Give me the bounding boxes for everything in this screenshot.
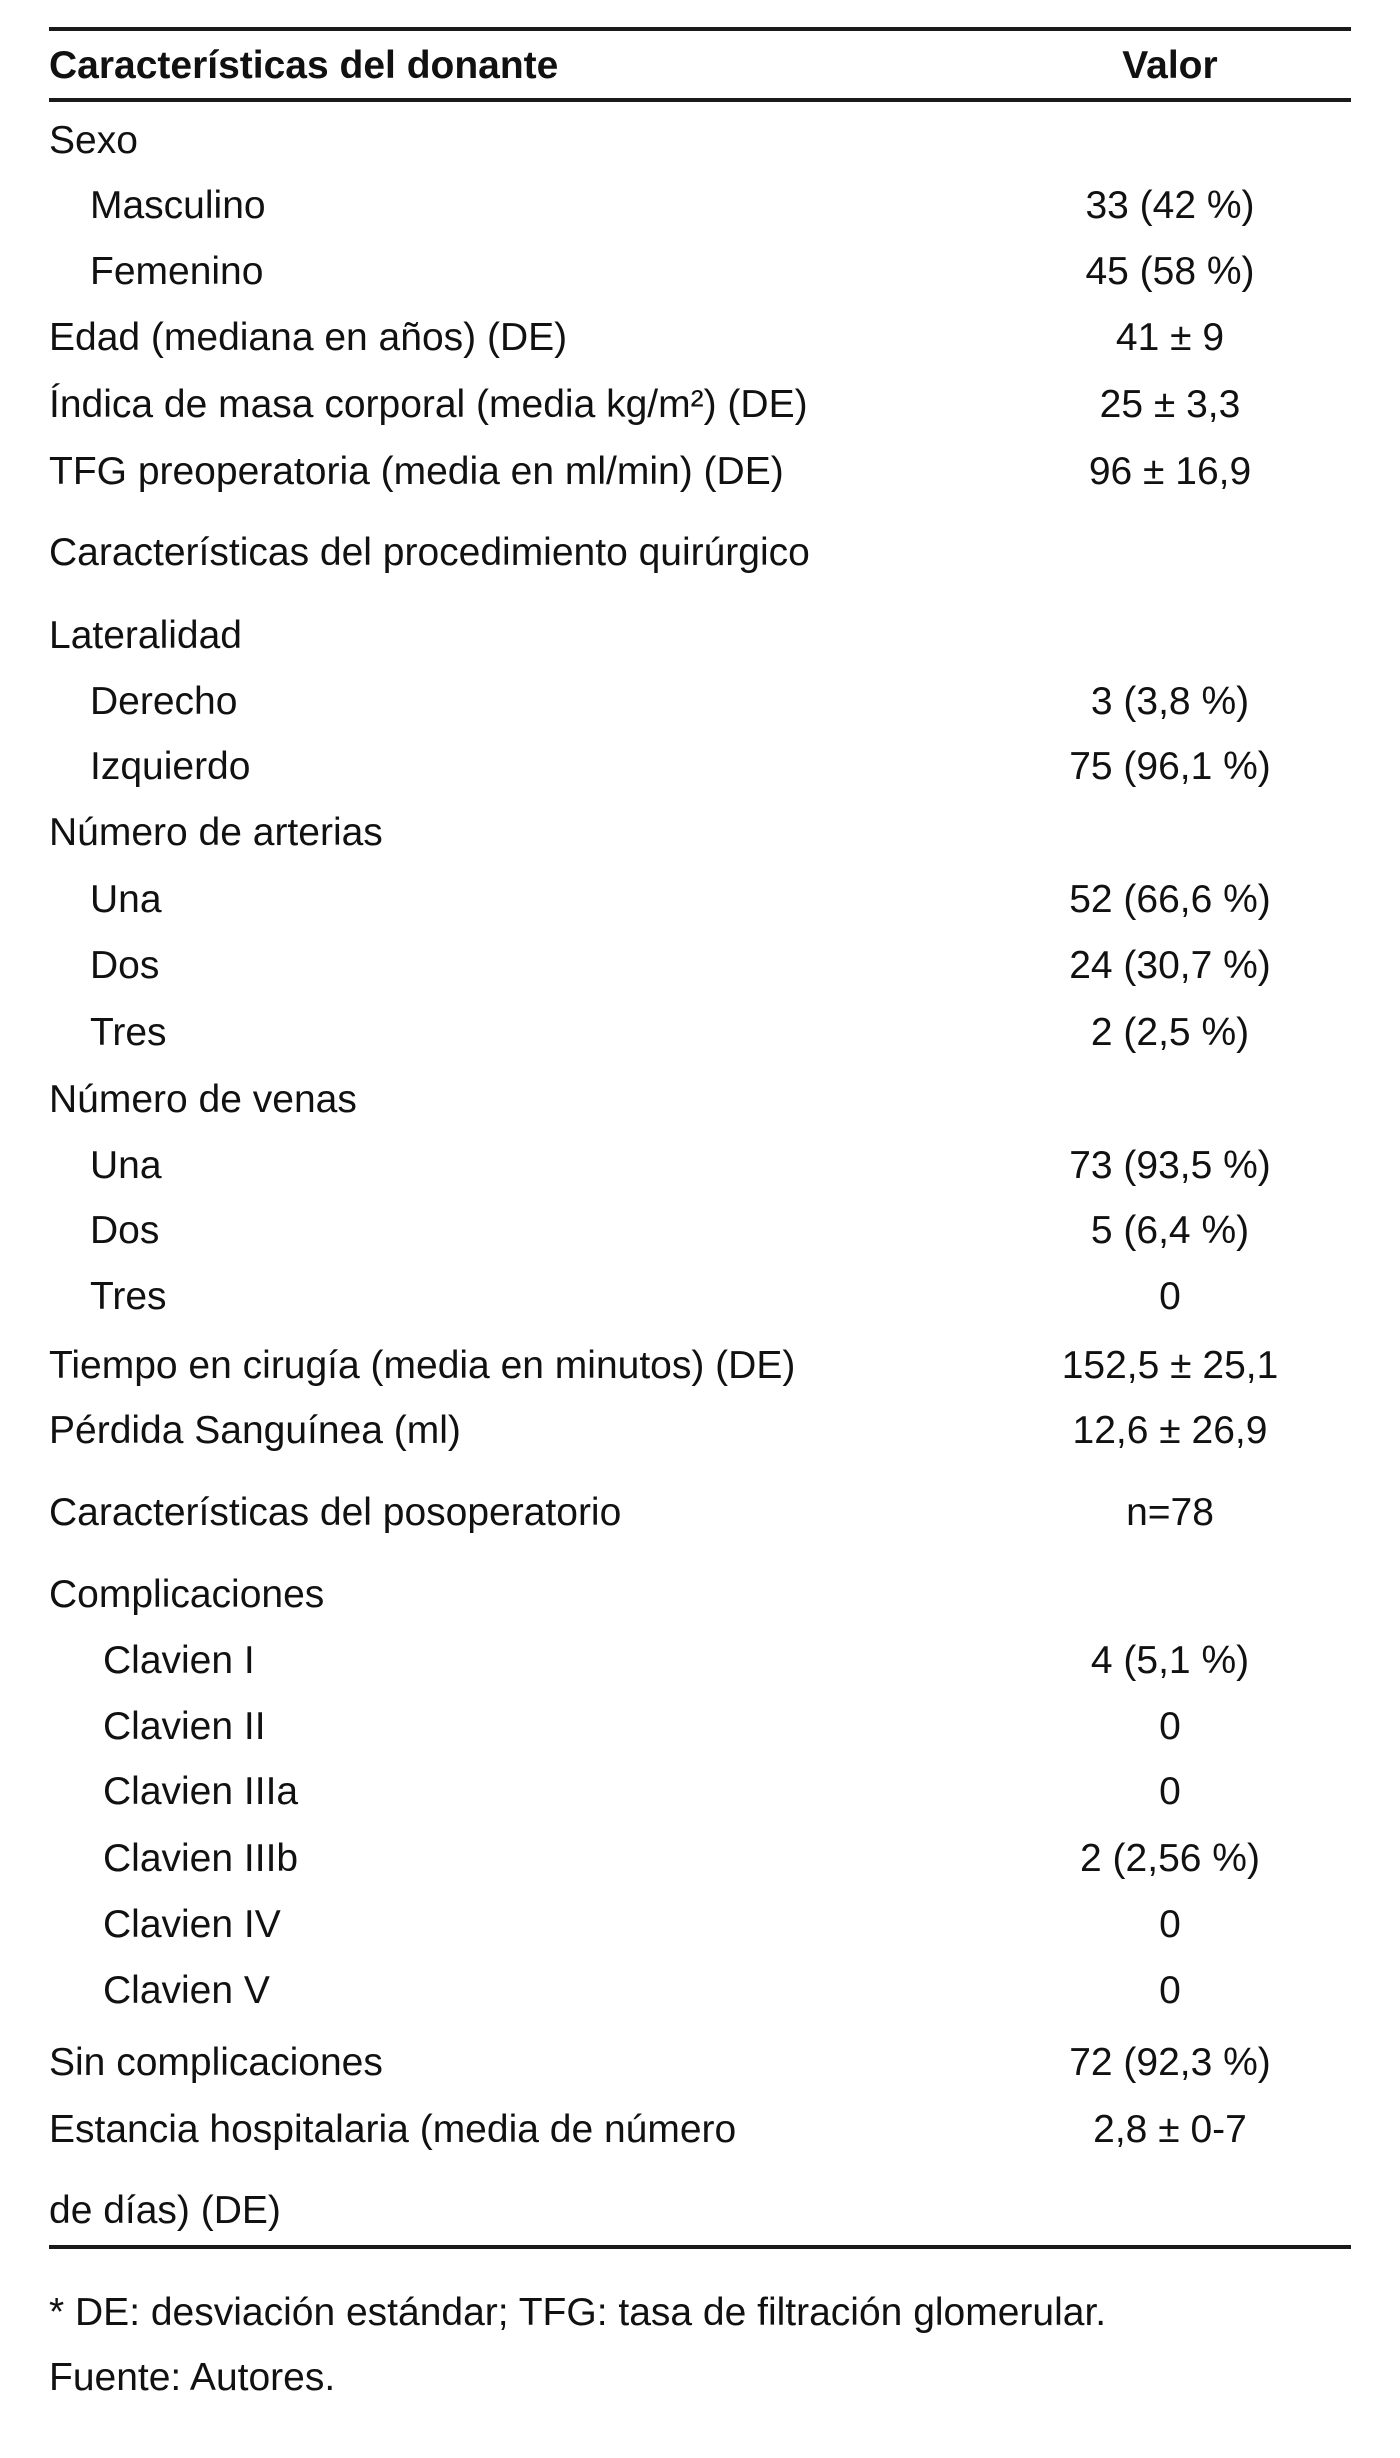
row-value: 41 ± 9: [1115, 316, 1225, 359]
row-value: 96 ± 16,9: [1088, 450, 1252, 493]
row-label: Clavien I: [103, 1639, 255, 1682]
row-label-continuation: de días) (DE): [49, 2189, 281, 2232]
row-label: Dos: [90, 1209, 160, 1252]
row-label: Lateralidad: [49, 614, 242, 657]
row-label: Tres: [90, 1011, 167, 1054]
row-label: Dos: [90, 944, 160, 987]
row-value: 0: [1159, 1705, 1181, 1748]
row-label: Clavien II: [103, 1705, 266, 1748]
row-value: n=78: [1126, 1491, 1214, 1534]
row-label: Una: [90, 878, 162, 921]
row-value: 12,6 ± 26,9: [1072, 1409, 1268, 1452]
row-label: Número de venas: [49, 1078, 357, 1121]
row-value: 4 (5,1 %): [1090, 1639, 1250, 1682]
row-value: 0: [1159, 1903, 1181, 1946]
row-value: 2 (2,56 %): [1080, 1837, 1260, 1880]
row-value: 33 (42 %): [1085, 184, 1255, 227]
row-value: 75 (96,1 %): [1069, 745, 1271, 788]
row-label: Clavien IIIb: [103, 1837, 299, 1880]
row-label: Pérdida Sanguínea (ml): [49, 1409, 461, 1452]
row-label: Tres: [90, 1275, 167, 1318]
source-note: Fuente: Autores.: [49, 2356, 336, 2399]
row-value: 152,5 ± 25,1: [1061, 1344, 1279, 1387]
row-label: Femenino: [90, 250, 264, 293]
row-label: Izquierdo: [90, 745, 251, 788]
row-label: Índica de masa corporal (media kg/m²) (D…: [49, 383, 808, 426]
row-label: TFG preoperatoria (media en ml/min) (DE): [49, 450, 784, 493]
row-value: 45 (58 %): [1085, 250, 1255, 293]
row-label: Sin complicaciones: [49, 2041, 383, 2084]
row-label: Características del posoperatorio: [49, 1491, 622, 1534]
row-label: Derecho: [90, 680, 238, 723]
row-label: Tiempo en cirugía (media en minutos) (DE…: [49, 1344, 796, 1387]
row-label: Edad (mediana en años) (DE): [49, 316, 568, 359]
row-value: 72 (92,3 %): [1069, 2041, 1271, 2084]
row-value: 73 (93,5 %): [1069, 1144, 1271, 1187]
row-label: Sexo: [49, 119, 138, 162]
row-value: 2,8 ± 0-7: [1093, 2108, 1247, 2151]
row-label: Estancia hospitalaria (media de número: [49, 2108, 737, 2151]
row-label: Masculino: [90, 184, 266, 227]
column-header-value: Valor: [1122, 44, 1218, 87]
row-value: 3 (3,8 %): [1090, 680, 1250, 723]
row-value: 25 ± 3,3: [1099, 383, 1241, 426]
row-value: 0: [1159, 1969, 1181, 2012]
row-value: 0: [1159, 1275, 1181, 1318]
row-label: Complicaciones: [49, 1573, 325, 1616]
row-label: Una: [90, 1144, 162, 1187]
row-label: Número de arterias: [49, 811, 383, 854]
row-value: 24 (30,7 %): [1069, 944, 1271, 987]
row-value: 0: [1159, 1770, 1181, 1813]
row-value: 2 (2,5 %): [1090, 1011, 1250, 1054]
row-label: Clavien V: [103, 1969, 270, 2012]
table-top-rule: [49, 27, 1351, 31]
row-label: Clavien IV: [103, 1903, 281, 1946]
row-value: 5 (6,4 %): [1090, 1209, 1250, 1252]
footnote: * DE: desviación estándar; TFG: tasa de …: [49, 2291, 1107, 2334]
column-header-characteristics: Características del donante: [49, 44, 559, 87]
row-label: Clavien IIIa: [103, 1770, 299, 1813]
header-bottom-rule: [49, 98, 1351, 102]
row-label: Características del procedimiento quirúr…: [49, 531, 810, 574]
row-value: 52 (66,6 %): [1069, 878, 1271, 921]
table-bottom-rule: [49, 2245, 1351, 2249]
